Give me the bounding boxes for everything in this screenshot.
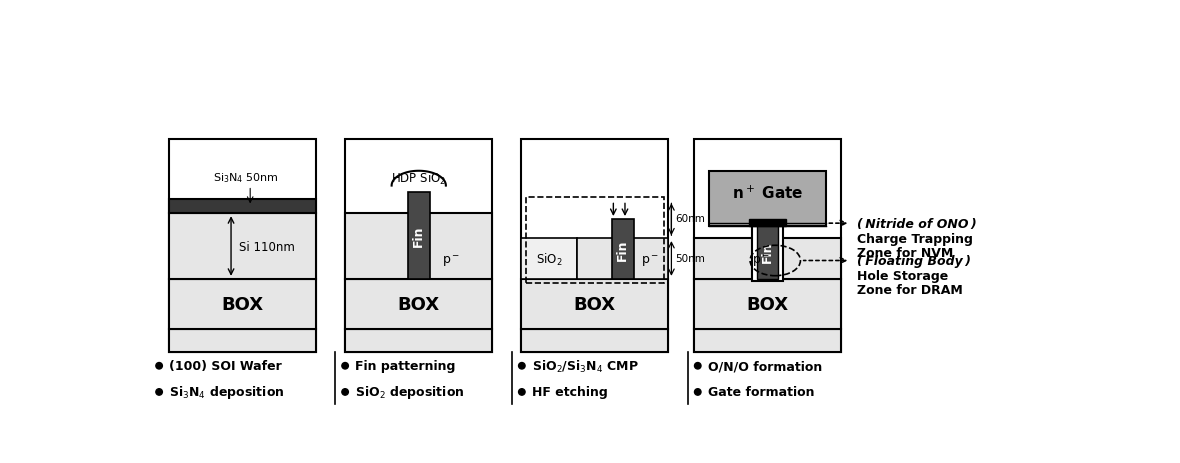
Bar <box>169 329 316 352</box>
Text: Fin patterning: Fin patterning <box>355 359 455 372</box>
Bar <box>345 214 492 279</box>
Bar <box>522 279 668 329</box>
Circle shape <box>156 389 163 395</box>
Text: Zone for NVM: Zone for NVM <box>857 246 953 259</box>
Text: HDP SiO$_2$: HDP SiO$_2$ <box>391 170 446 186</box>
Bar <box>694 329 841 352</box>
Text: p$^-$: p$^-$ <box>752 253 771 269</box>
Circle shape <box>518 363 525 369</box>
Text: Gate formation: Gate formation <box>708 386 814 399</box>
Text: SiO$_2$: SiO$_2$ <box>536 251 563 267</box>
Bar <box>169 279 316 329</box>
Text: SiO$_2$/Si$_3$N$_4$ CMP: SiO$_2$/Si$_3$N$_4$ CMP <box>532 358 638 374</box>
Text: BOX: BOX <box>747 295 788 313</box>
Text: BOX: BOX <box>222 295 264 313</box>
Text: ( ​Nitride of ONO​ ): ( ​Nitride of ONO​ ) <box>857 217 976 230</box>
Text: ( ​Floating Body​ ): ( ​Floating Body​ ) <box>857 255 971 268</box>
Text: O/N/O formation: O/N/O formation <box>708 359 822 372</box>
Text: Zone for DRAM: Zone for DRAM <box>857 284 963 297</box>
Circle shape <box>156 363 163 369</box>
Text: Fin: Fin <box>616 238 629 260</box>
Circle shape <box>342 363 348 369</box>
Text: Fin: Fin <box>761 240 774 262</box>
Text: HF etching: HF etching <box>532 386 608 399</box>
Bar <box>526 198 663 284</box>
Bar <box>408 192 430 279</box>
Text: Charge Trapping: Charge Trapping <box>857 232 972 245</box>
Bar <box>611 219 634 279</box>
Circle shape <box>518 389 525 395</box>
Circle shape <box>695 363 701 369</box>
Text: Si$_3$N$_4$ 50nm: Si$_3$N$_4$ 50nm <box>214 171 280 185</box>
Text: p$^-$: p$^-$ <box>442 253 460 269</box>
Bar <box>709 171 826 227</box>
Bar <box>748 219 787 227</box>
Text: n$^+$ Gate: n$^+$ Gate <box>732 184 804 201</box>
Text: BOX: BOX <box>398 295 440 313</box>
Text: p$^-$: p$^-$ <box>641 253 658 269</box>
Text: Si 110nm: Si 110nm <box>238 240 295 253</box>
Text: BOX: BOX <box>573 295 616 313</box>
Bar <box>522 139 668 352</box>
Bar <box>756 223 779 279</box>
Bar <box>753 219 782 281</box>
Text: Hole Storage: Hole Storage <box>857 270 948 283</box>
Bar <box>694 139 841 352</box>
Text: SiO$_2$ deposition: SiO$_2$ deposition <box>355 384 465 400</box>
Bar <box>577 238 668 279</box>
Text: 50nm: 50nm <box>675 254 706 264</box>
Circle shape <box>342 389 348 395</box>
Bar <box>522 238 577 279</box>
Bar <box>345 279 492 329</box>
Text: Si$_3$N$_4$ deposition: Si$_3$N$_4$ deposition <box>169 384 284 400</box>
Circle shape <box>695 389 701 395</box>
Bar <box>345 329 492 352</box>
Text: Fin: Fin <box>412 225 425 246</box>
Bar <box>345 139 492 352</box>
Text: (100) SOI Wafer: (100) SOI Wafer <box>169 359 282 372</box>
Bar <box>694 238 841 279</box>
Bar <box>694 279 841 329</box>
Bar <box>522 329 668 352</box>
Text: 60nm: 60nm <box>675 213 706 223</box>
Bar <box>169 200 316 214</box>
Bar <box>169 214 316 279</box>
Bar <box>169 139 316 352</box>
